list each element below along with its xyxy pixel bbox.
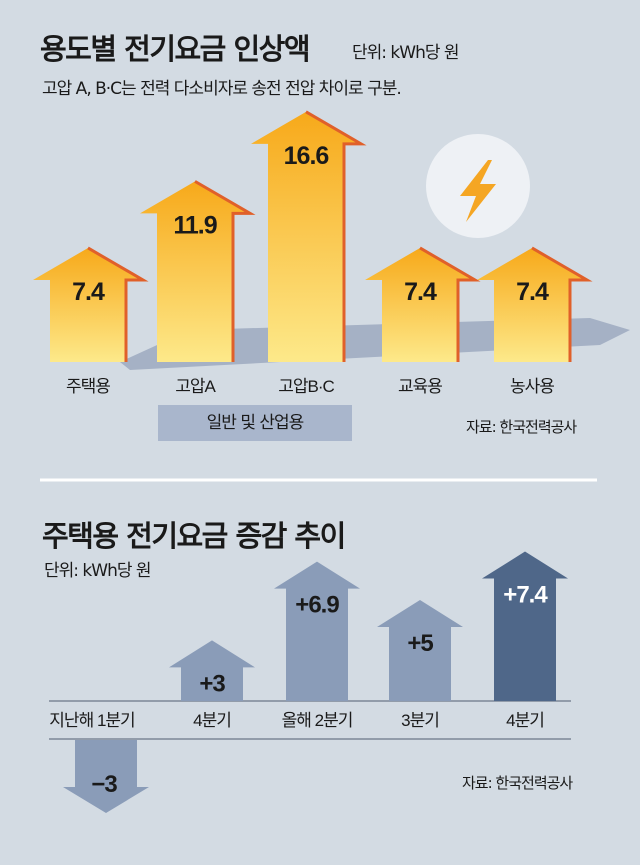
value-label: 16.6: [284, 142, 329, 170]
bar-arrow-1: [140, 181, 250, 362]
bar-arrow-edge-2: [305, 110, 367, 362]
chart2-source: 자료: 한국전력공사: [462, 774, 573, 792]
bar-arrow-0: [63, 740, 149, 813]
category-label: 지난해 1분기: [49, 711, 134, 730]
category-label: 올해 2분기: [282, 711, 353, 730]
category-label: 주택용: [66, 377, 110, 396]
group-label: 일반 및 산업용: [158, 405, 352, 441]
value-label: +7.4: [503, 582, 548, 609]
category-label: 교육용: [398, 377, 442, 396]
value-label: 11.9: [173, 211, 216, 239]
bar-arrow-3: [377, 600, 463, 701]
chart2-unit: 단위: kWh당 원: [44, 561, 152, 581]
bar-arrow-edge-0: [87, 246, 149, 362]
category-label: 고압A: [175, 377, 216, 396]
bar-arrow-edge-4: [531, 246, 593, 362]
bar-arrow-edge-1: [194, 180, 256, 362]
chart1-source: 자료: 한국전력공사: [466, 418, 577, 436]
bar-arrow-4: [477, 247, 587, 362]
value-label: +6.9: [295, 592, 339, 619]
value-label: 7.4: [72, 278, 105, 306]
value-label: +5: [407, 630, 433, 657]
category-label: 4분기: [506, 711, 544, 730]
bar-arrow-2: [274, 561, 360, 701]
bar-arrow-1: [169, 640, 255, 701]
chart1-title: 용도별 전기요금 인상액: [40, 32, 311, 66]
chart1-subtitle: 고압 A, B·C는 전력 다소비자로 송전 전압 차이로 구분.: [42, 79, 402, 99]
value-label: 7.4: [404, 278, 437, 306]
bar-arrow-edge-3: [419, 246, 481, 362]
bar-arrow-0: [33, 247, 143, 362]
value-label: 7.4: [516, 278, 549, 306]
category-label: 3분기: [401, 711, 439, 730]
bar-arrow-4: [482, 551, 568, 701]
chart1-unit: 단위: kWh당 원: [352, 43, 460, 63]
chart2-title: 주택용 전기요금 증감 추이: [42, 519, 346, 553]
bar-arrow-3: [365, 247, 475, 362]
bar-arrow-2: [251, 111, 361, 362]
value-label: −3: [91, 771, 117, 798]
lightning-icon: [460, 160, 496, 222]
category-label: 농사용: [510, 377, 554, 396]
category-label: 고압B·C: [278, 377, 334, 396]
value-label: +3: [199, 670, 225, 697]
category-label: 4분기: [193, 711, 231, 730]
